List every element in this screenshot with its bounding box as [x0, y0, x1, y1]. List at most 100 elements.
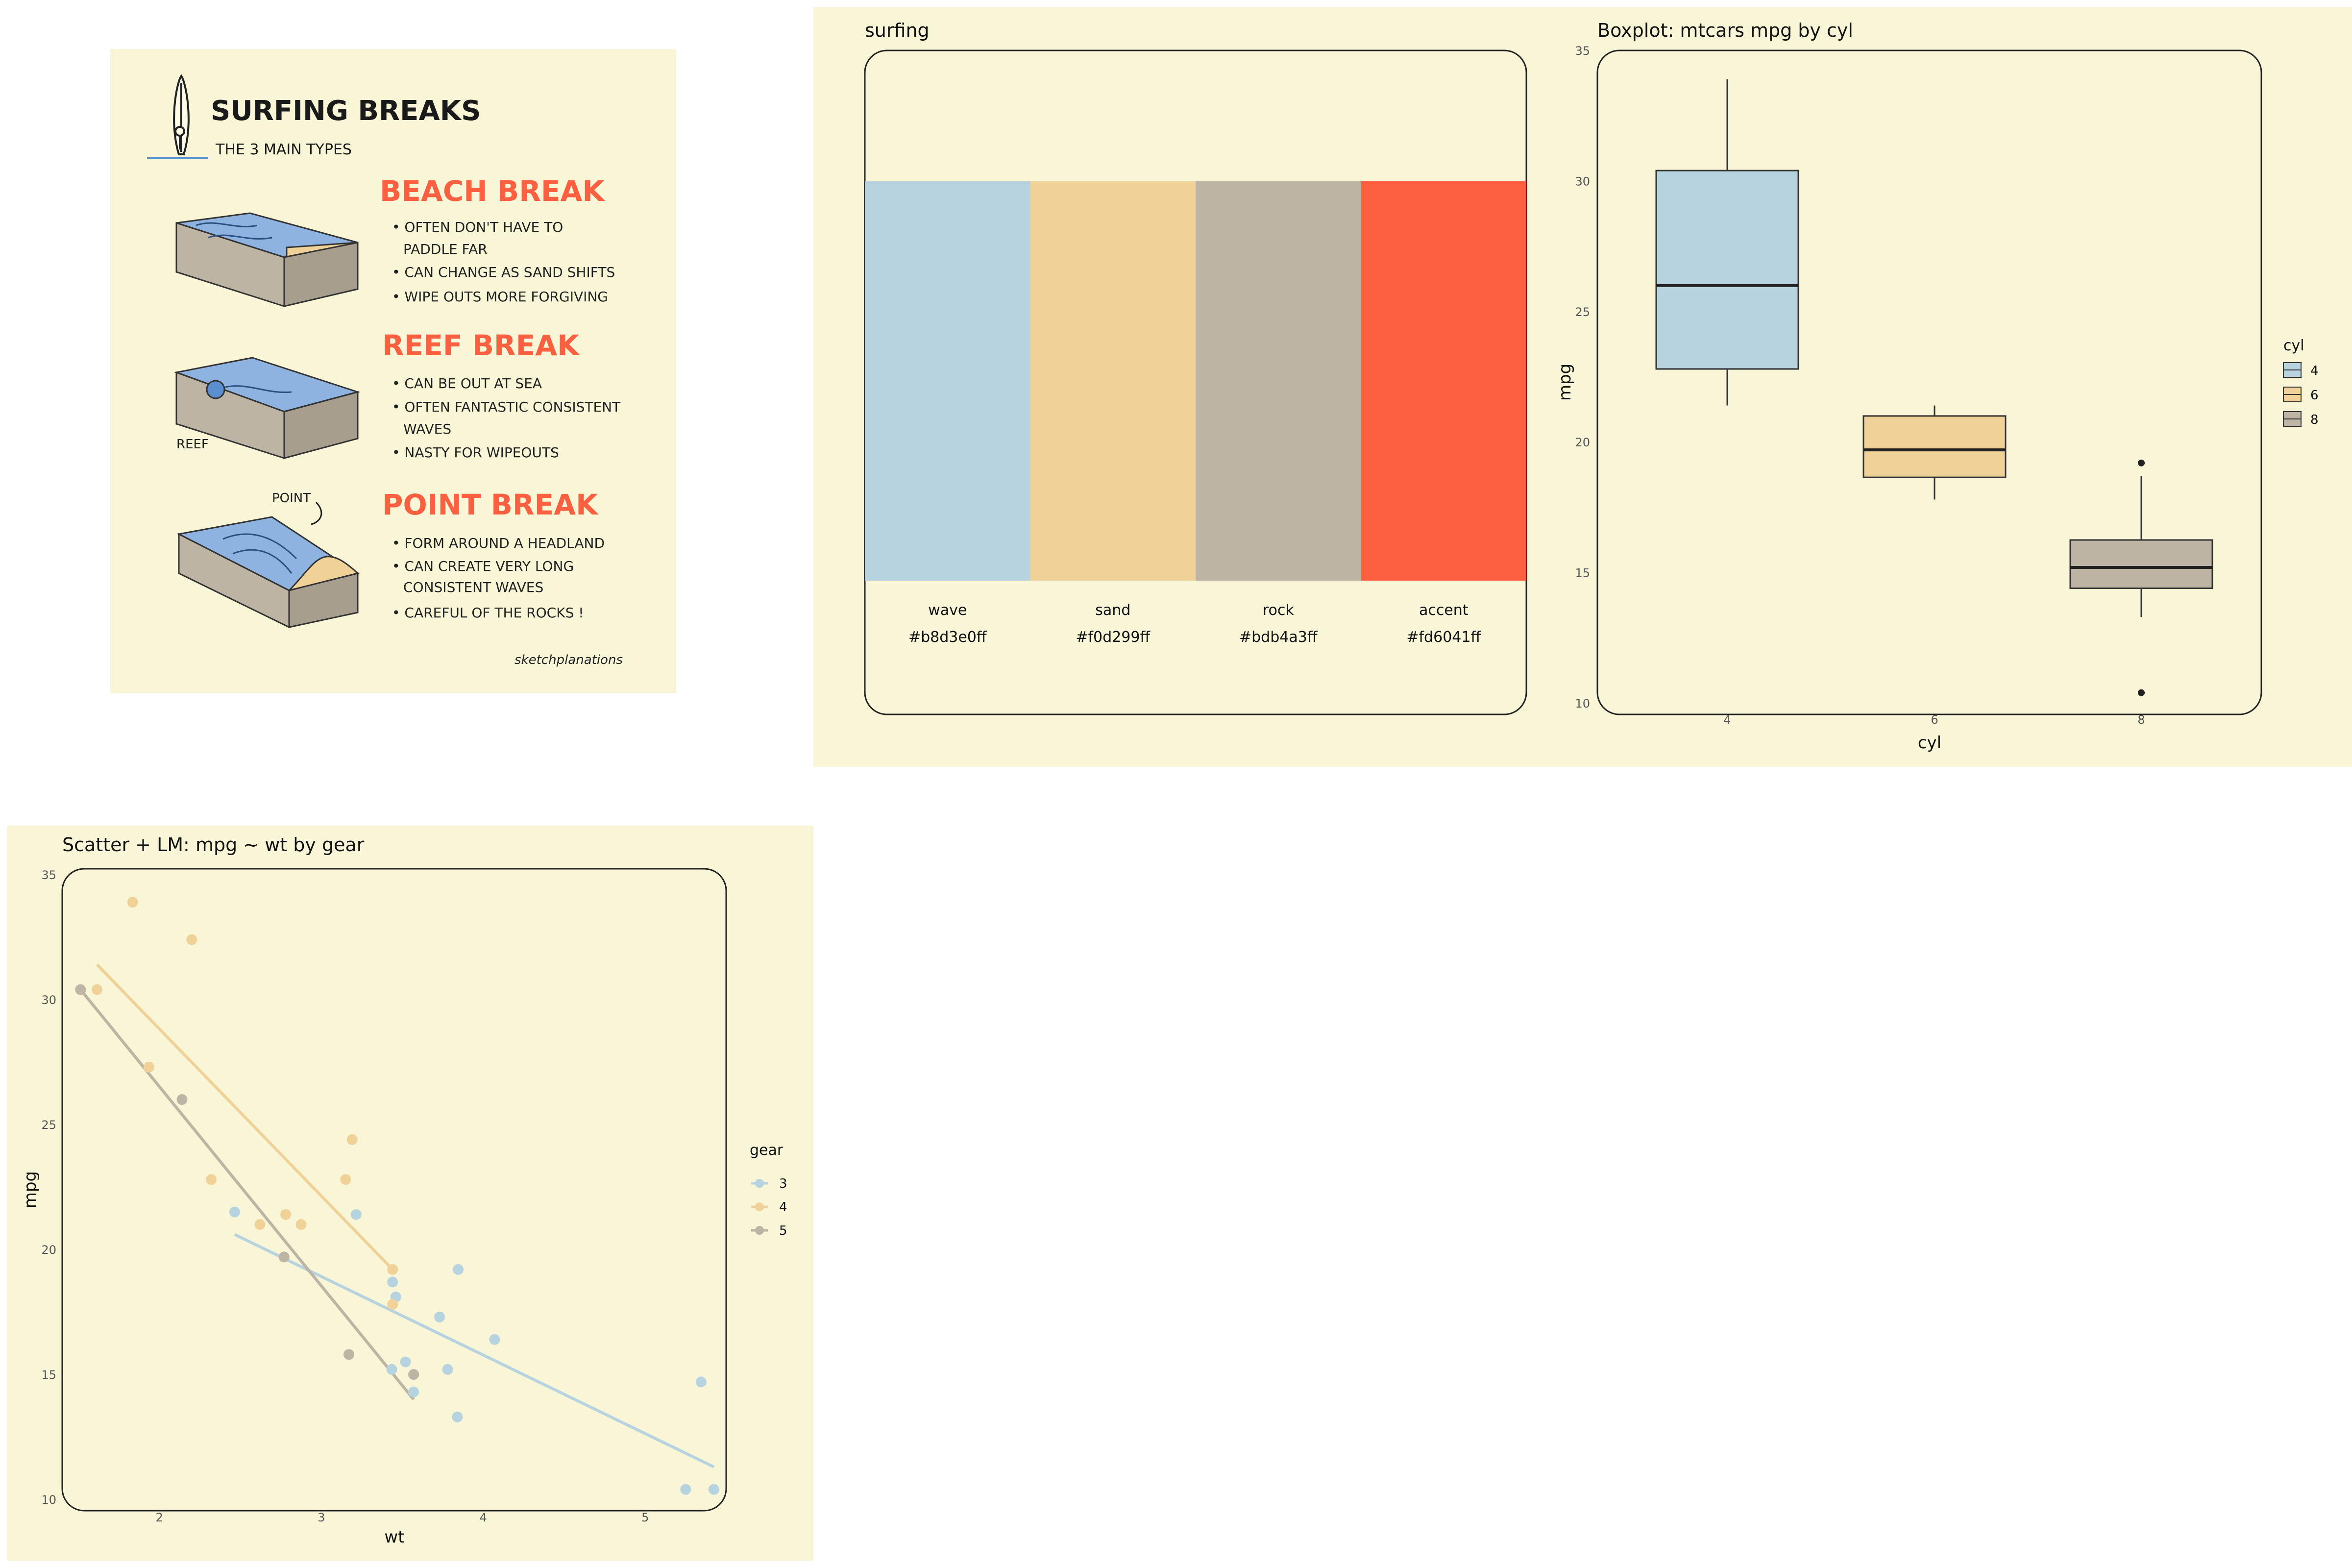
boxplot-legend-label: 6: [2310, 388, 2319, 403]
scatter-y-tick-label: 35: [41, 868, 56, 882]
point-label: POINT: [272, 491, 311, 506]
beach-break-bullet: • WIPE OUTS MORE FORGIVING: [392, 289, 608, 305]
boxplot-x-tick-label: 4: [1723, 713, 1731, 727]
scatter-point-gear-3: [400, 1356, 411, 1368]
point-break-bullet: CONSISTENT WAVES: [403, 579, 543, 595]
illustration-panel: SURFING BREAKS THE 3 MAIN TYPES BEACH BR…: [110, 49, 676, 693]
scatter-point-gear-3: [489, 1334, 500, 1345]
scatter-point-gear-3: [708, 1484, 719, 1495]
beach-break-heading: BEACH BREAK: [380, 174, 605, 208]
palette-boxplot-panel: surfing wave #b8d3e0ff sand #f0d299ff rock #b…: [813, 7, 2352, 767]
illustration-title: SURFING BREAKS: [211, 95, 481, 127]
scatter-legend: 3 4 5: [751, 1176, 787, 1238]
scatter-point-gear-5: [278, 1251, 290, 1263]
point-break-bullet: • FORM AROUND A HEADLAND: [392, 535, 605, 551]
boxplot-x-tick-label: 6: [1931, 713, 1938, 727]
scatter-svg: Scatter + LM: mpg ~ wt by gear 101520253…: [21, 834, 787, 1547]
scatter-y-tick-label: 15: [41, 1368, 56, 1382]
swatch-name: sand: [1095, 602, 1130, 619]
scatter-y-tick-label: 20: [41, 1243, 56, 1257]
swatch-rock: [1196, 181, 1361, 581]
scatter-y-tick-label: 30: [41, 993, 56, 1007]
scatter-point-gear-4: [254, 1219, 266, 1230]
scatter-legend-label: 5: [779, 1224, 787, 1238]
boxplot-title: Boxplot: mtcars mpg by cyl: [1597, 20, 1853, 41]
swatch-sand: [1030, 181, 1196, 581]
boxplot-y-tick-label: 10: [1575, 697, 1590, 710]
scatter-legend-key-dot: [755, 1202, 764, 1211]
reef-label: REEF: [176, 437, 209, 452]
swatch-hex: #fd6041ff: [1406, 629, 1481, 646]
scatter-point-gear-3: [229, 1206, 240, 1218]
scatter-legend-label: 4: [779, 1200, 787, 1215]
surfer-icon: [147, 74, 208, 159]
scatter-point-gear-4: [280, 1209, 292, 1220]
scatter-point-gear-5: [176, 1094, 188, 1105]
swatch-wave: [865, 181, 1030, 581]
scatter-point-gear-4: [295, 1219, 307, 1230]
scatter-point-gear-3: [387, 1276, 398, 1288]
scatter-fit-line-gear-3: [234, 1233, 715, 1469]
beach-break-bullet: • CAN CHANGE AS SAND SHIFTS: [392, 264, 615, 280]
scatter-point-gear-4: [387, 1299, 398, 1310]
swatch-name: accent: [1419, 602, 1469, 619]
scatter-panel: Scatter + LM: mpg ~ wt by gear 10 15 20 25 3…: [7, 826, 813, 1561]
scatter-point-gear-3: [442, 1364, 453, 1375]
scatter-y-axis-label: mpg: [21, 1171, 40, 1208]
palette-boxplot-svg: surfing wave #b8d3e0ff sand #f0d299ff rock #b…: [864, 20, 2319, 753]
scatter-y-tick-label: 25: [41, 1118, 56, 1132]
reef-break-bullet: WAVES: [403, 421, 451, 437]
scatter-point-gear-3: [434, 1311, 445, 1323]
swatch-accent: [1361, 181, 1526, 581]
scatter-x-tick-label: 3: [318, 1511, 325, 1524]
scatter-point-gear-3: [452, 1411, 463, 1422]
scatter-legend-key-dot: [755, 1179, 764, 1188]
scatter-point-gear-3: [680, 1484, 691, 1495]
scatter-point-gear-4: [206, 1174, 217, 1185]
boxplot-y-tick-label: 20: [1575, 436, 1590, 449]
swatch-hex: #bdb4a3ff: [1239, 629, 1318, 646]
scatter-x-tick-label: 2: [156, 1511, 163, 1524]
point-break-bullet: • CAN CREATE VERY LONG: [392, 558, 574, 574]
scatter-point-gear-3: [408, 1386, 419, 1397]
boxplot-outlier: [2138, 459, 2145, 466]
beach-break-bullet: PADDLE FAR: [403, 241, 488, 257]
boxplot-frame: [1596, 49, 2262, 715]
scatter-point-gear-4: [340, 1174, 351, 1185]
boxplot-box-8: [2069, 539, 2213, 589]
beach-break-bullet: • OFTEN DON'T HAVE TO: [392, 219, 563, 235]
boxplot-legend-label: 8: [2310, 413, 2319, 427]
boxplot-y-axis-label: mpg: [1555, 364, 1575, 401]
boxplot-legend-title: cyl: [2283, 337, 2304, 354]
boxplot-y-tick-label: 15: [1575, 566, 1590, 580]
scatter-x-tick-label: 5: [641, 1511, 649, 1524]
scatter-point-gear-5: [343, 1349, 354, 1360]
illustration-credit: sketchplanations: [514, 653, 623, 667]
scatter-point-gear-4: [346, 1134, 358, 1145]
reef-break-bullet: • OFTEN FANTASTIC CONSISTENT: [392, 399, 621, 415]
scatter-point-gear-3: [453, 1264, 464, 1275]
scatter-point-gear-4: [92, 984, 103, 995]
point-break-bullet: • CAREFUL OF THE ROCKS !: [392, 605, 584, 621]
scatter-point-gear-3: [386, 1364, 397, 1375]
point-break-diagram: [176, 516, 360, 629]
boxplot-box-6: [1862, 415, 2007, 478]
scatter-point-gear-5: [75, 984, 86, 995]
boxplot-box-4: [1655, 170, 1799, 370]
scatter-point-gear-5: [408, 1369, 419, 1380]
boxplot-y-tick-label: 30: [1575, 174, 1590, 188]
illustration-subtitle: THE 3 MAIN TYPES: [215, 141, 352, 158]
palette-title: surfing: [865, 20, 930, 41]
boxplot-y-tick-label: 35: [1575, 44, 1590, 58]
scatter-legend-key-dot: [755, 1226, 764, 1235]
beach-break-diagram: [175, 212, 359, 308]
scatter-legend-title: gear: [750, 1142, 784, 1159]
swatch-name: wave: [928, 602, 967, 619]
point-break-heading: POINT BREAK: [382, 488, 599, 521]
scatter-point-gear-4: [143, 1061, 154, 1073]
scatter-point-gear-4: [387, 1264, 398, 1275]
scatter-point-gear-3: [695, 1376, 707, 1388]
boxplot-outlier: [2138, 689, 2145, 696]
boxplot-y-tick-label: 25: [1575, 305, 1590, 319]
scatter-title: Scatter + LM: mpg ~ wt by gear: [62, 834, 365, 856]
